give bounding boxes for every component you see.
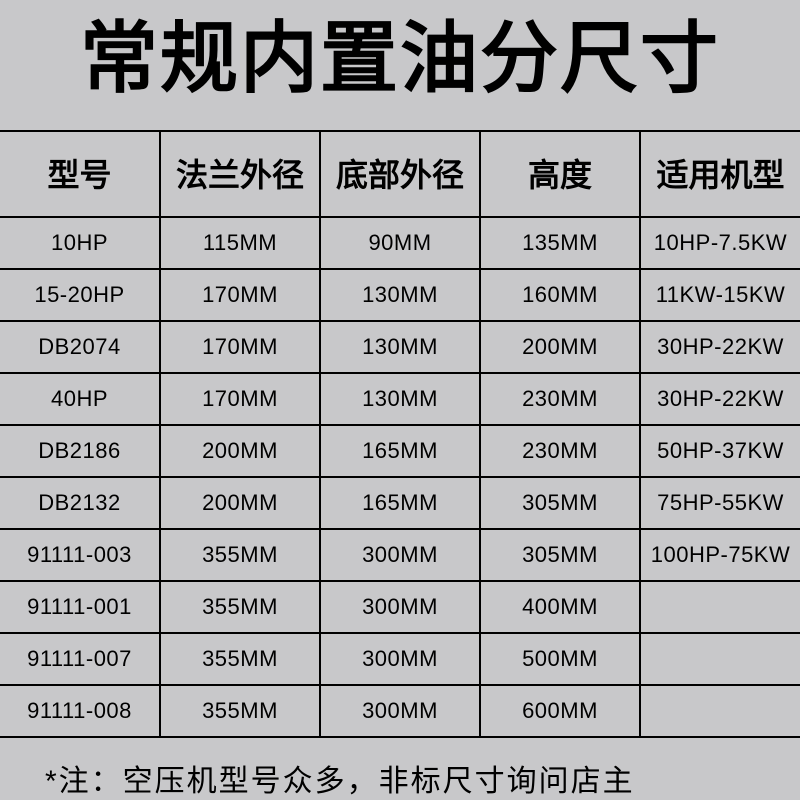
cell-model: DB2186 [0,425,160,477]
cell-height: 230MM [480,425,640,477]
table-row: 10HP 115MM 90MM 135MM 10HP-7.5KW [0,217,800,269]
cell-flange-od: 355MM [160,581,320,633]
cell-bottom-od: 300MM [320,529,480,581]
cell-model: DB2074 [0,321,160,373]
cell-bottom-od: 130MM [320,321,480,373]
col-header-bottom-od: 底部外径 [320,131,480,217]
table-row: 15-20HP 170MM 130MM 160MM 11KW-15KW [0,269,800,321]
cell-flange-od: 200MM [160,425,320,477]
cell-model: 91111-001 [0,581,160,633]
cell-flange-od: 170MM [160,269,320,321]
cell-applicable: 30HP-22KW [640,373,800,425]
cell-model: 91111-008 [0,685,160,737]
cell-flange-od: 355MM [160,633,320,685]
col-header-flange-od: 法兰外径 [160,131,320,217]
cell-applicable: 100HP-75KW [640,529,800,581]
cell-applicable: 30HP-22KW [640,321,800,373]
page-title: 常规内置油分尺寸 [0,18,800,130]
col-header-model: 型号 [0,131,160,217]
cell-flange-od: 355MM [160,529,320,581]
cell-flange-od: 170MM [160,321,320,373]
table-row: 91111-003 355MM 300MM 305MM 100HP-75KW [0,529,800,581]
cell-bottom-od: 130MM [320,269,480,321]
table-body: 10HP 115MM 90MM 135MM 10HP-7.5KW 15-20HP… [0,217,800,737]
table-row: 91111-007 355MM 300MM 500MM [0,633,800,685]
cell-bottom-od: 300MM [320,633,480,685]
cell-model: DB2132 [0,477,160,529]
cell-applicable: 11KW-15KW [640,269,800,321]
cell-flange-od: 200MM [160,477,320,529]
table-row: 91111-001 355MM 300MM 400MM [0,581,800,633]
cell-height: 600MM [480,685,640,737]
cell-height: 500MM [480,633,640,685]
cell-height: 400MM [480,581,640,633]
cell-applicable: 75HP-55KW [640,477,800,529]
cell-flange-od: 170MM [160,373,320,425]
cell-model: 15-20HP [0,269,160,321]
table-row: DB2074 170MM 130MM 200MM 30HP-22KW [0,321,800,373]
cell-height: 305MM [480,529,640,581]
cell-bottom-od: 165MM [320,477,480,529]
col-header-applicable: 适用机型 [640,131,800,217]
cell-height: 200MM [480,321,640,373]
cell-bottom-od: 90MM [320,217,480,269]
cell-applicable [640,581,800,633]
cell-applicable: 10HP-7.5KW [640,217,800,269]
table-row: DB2132 200MM 165MM 305MM 75HP-55KW [0,477,800,529]
table-row: 91111-008 355MM 300MM 600MM [0,685,800,737]
spec-sheet: 常规内置油分尺寸 型号 法兰外径 底部外径 高度 适用机型 10HP 115MM… [0,0,800,800]
cell-height: 230MM [480,373,640,425]
cell-bottom-od: 300MM [320,581,480,633]
footnote: *注：空压机型号众多，非标尺寸询问店主 [0,738,800,800]
cell-model: 91111-007 [0,633,160,685]
cell-applicable [640,685,800,737]
table-row: DB2186 200MM 165MM 230MM 50HP-37KW [0,425,800,477]
col-header-height: 高度 [480,131,640,217]
cell-height: 305MM [480,477,640,529]
table-header-row: 型号 法兰外径 底部外径 高度 适用机型 [0,131,800,217]
cell-height: 160MM [480,269,640,321]
cell-bottom-od: 130MM [320,373,480,425]
cell-flange-od: 355MM [160,685,320,737]
cell-height: 135MM [480,217,640,269]
cell-applicable [640,633,800,685]
cell-bottom-od: 165MM [320,425,480,477]
spec-table: 型号 法兰外径 底部外径 高度 适用机型 10HP 115MM 90MM 135… [0,130,800,738]
cell-flange-od: 115MM [160,217,320,269]
cell-model: 40HP [0,373,160,425]
cell-model: 91111-003 [0,529,160,581]
cell-model: 10HP [0,217,160,269]
cell-applicable: 50HP-37KW [640,425,800,477]
cell-bottom-od: 300MM [320,685,480,737]
table-row: 40HP 170MM 130MM 230MM 30HP-22KW [0,373,800,425]
